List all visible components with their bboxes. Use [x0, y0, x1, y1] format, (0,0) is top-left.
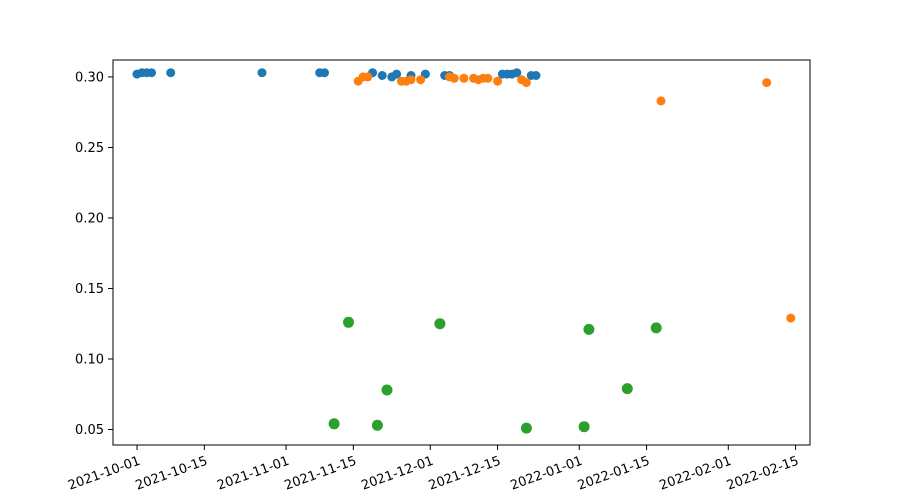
y-axis: 0.05 0.10 0.15 0.20 0.25 0.30: [75, 70, 113, 438]
data-point: [449, 73, 459, 83]
data-point: [483, 73, 493, 83]
y-tick-label: 0.25: [75, 141, 104, 156]
data-point: [578, 421, 590, 433]
data-point: [520, 422, 532, 434]
data-point: [416, 75, 426, 85]
data-point: [434, 318, 446, 330]
data-point: [320, 68, 329, 78]
data-point: [406, 75, 416, 85]
y-tick-label: 0.15: [75, 282, 104, 297]
data-point: [377, 71, 387, 80]
data-point: [328, 418, 340, 430]
data-point: [257, 68, 267, 78]
data-point: [381, 384, 393, 396]
data-point: [621, 383, 633, 395]
data-point: [656, 96, 666, 106]
data-point: [762, 78, 772, 88]
data-point: [512, 68, 522, 78]
data-point: [531, 71, 541, 80]
data-point: [166, 68, 176, 78]
plot-area-frame: [112, 59, 811, 446]
data-point: [363, 72, 373, 82]
y-tick-label: 0.05: [75, 423, 104, 438]
data-point: [147, 68, 156, 78]
data-point: [371, 419, 383, 431]
data-point: [459, 73, 469, 83]
y-tick-label: 0.30: [75, 70, 104, 85]
data-point: [521, 78, 531, 88]
data-point: [343, 316, 354, 328]
data-point: [583, 323, 595, 335]
y-tick-label: 0.10: [75, 352, 104, 367]
data-point: [786, 313, 796, 323]
data-points: [132, 68, 796, 434]
data-point: [392, 69, 402, 79]
data-point: [650, 322, 662, 334]
data-point: [493, 76, 503, 86]
y-tick-label: 0.20: [75, 211, 104, 226]
